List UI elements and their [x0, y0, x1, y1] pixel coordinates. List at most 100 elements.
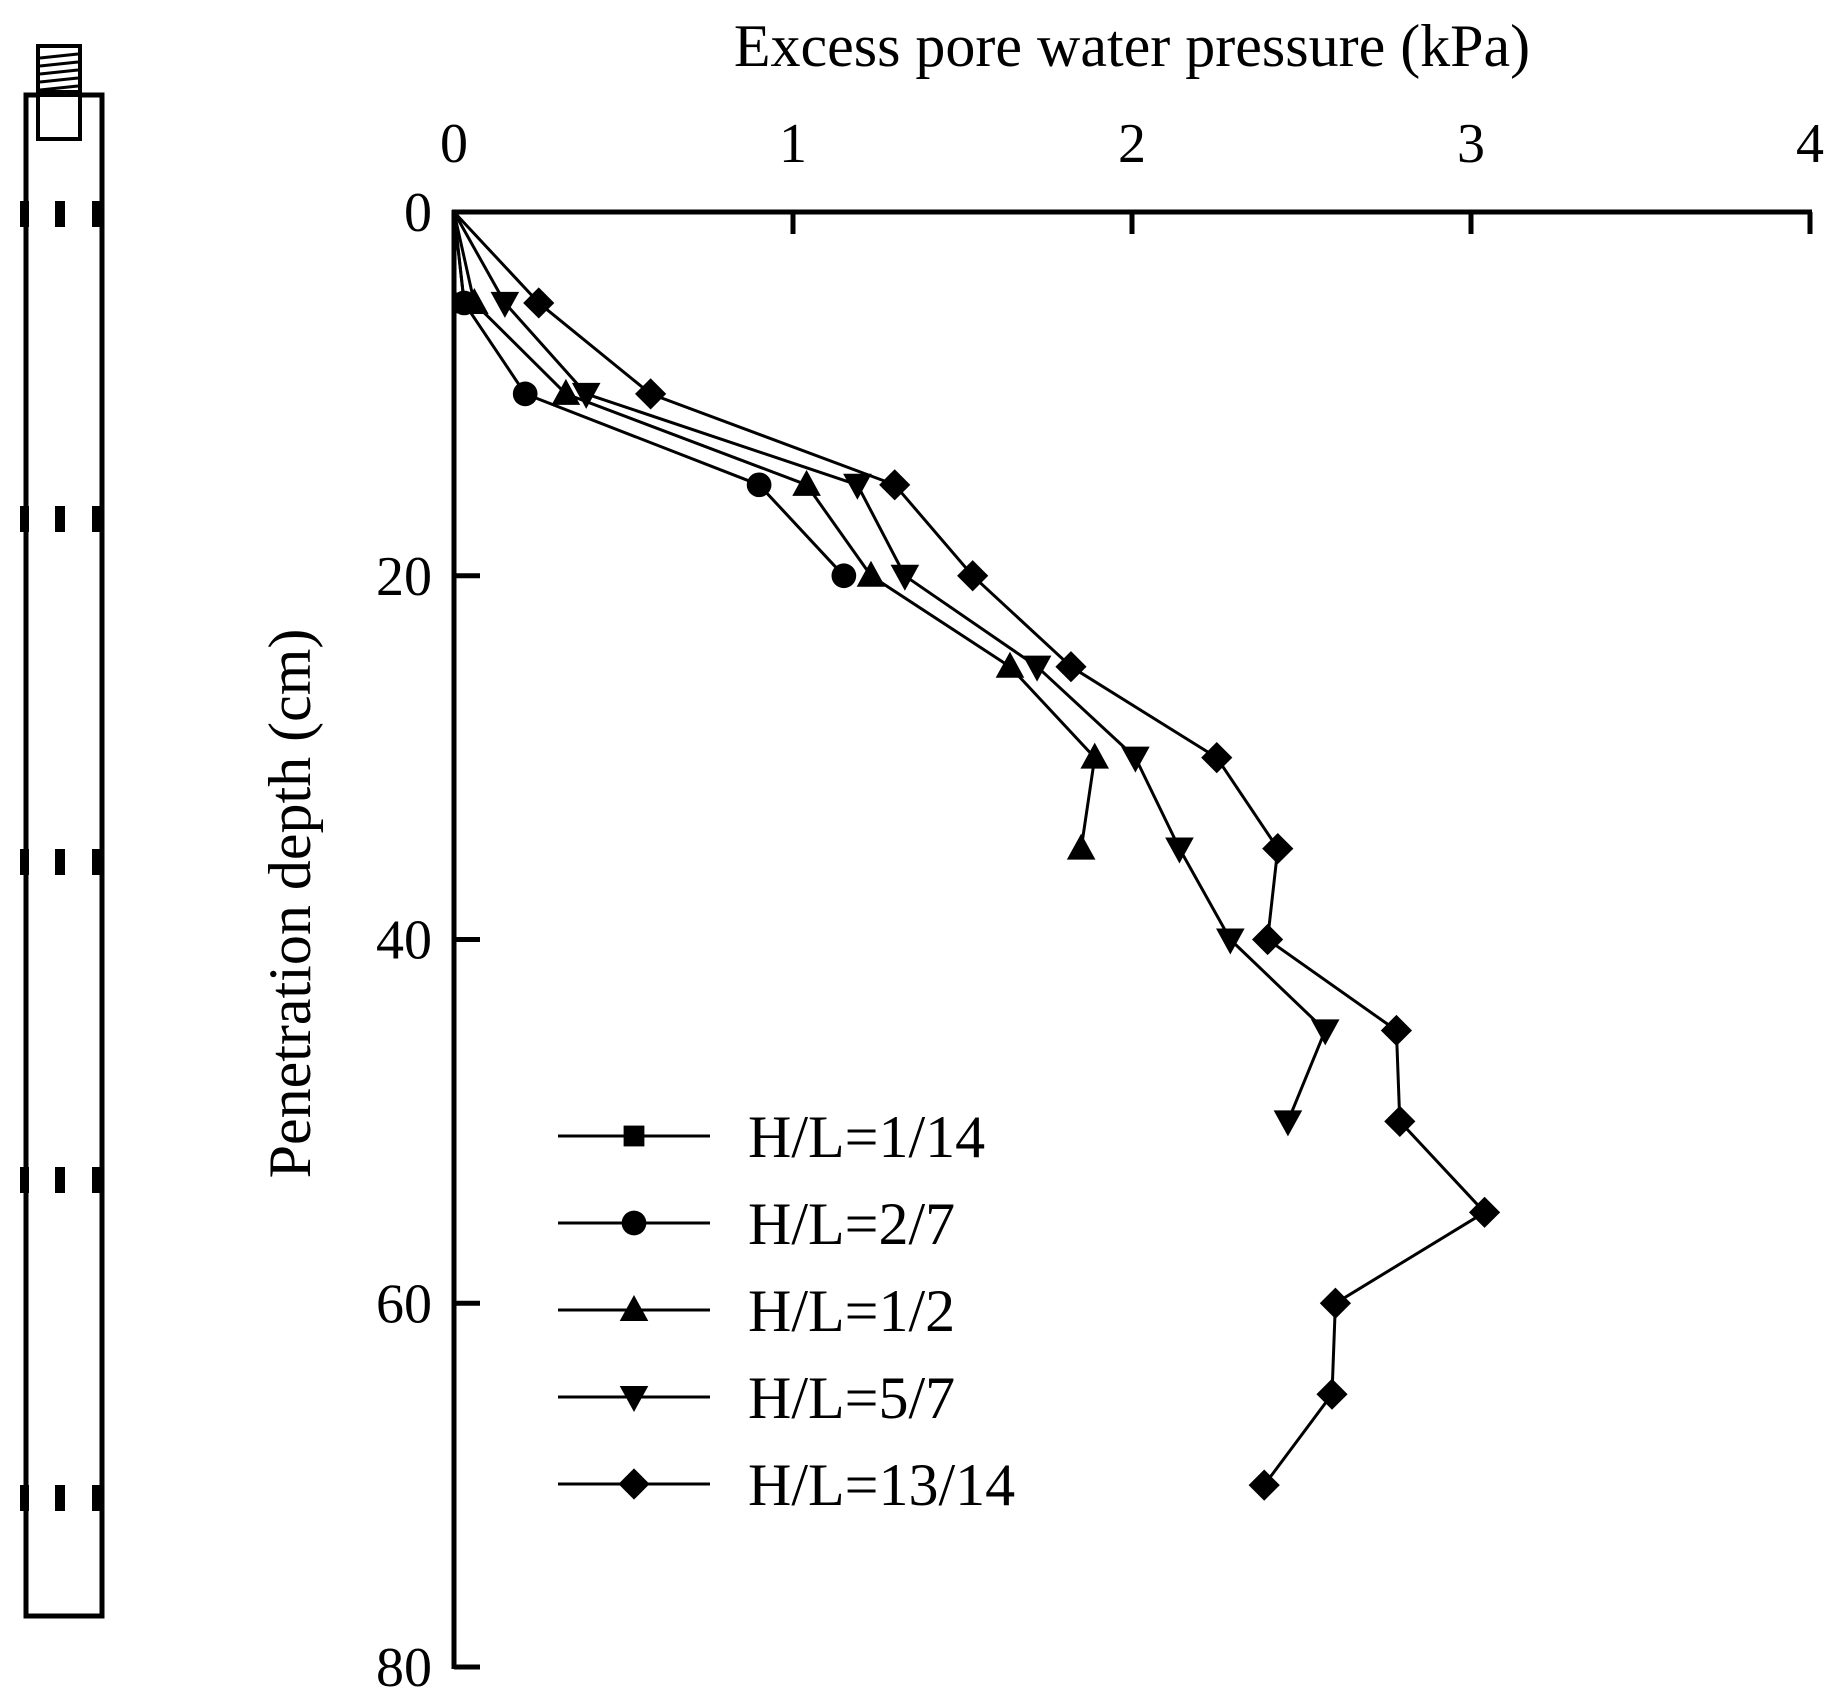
data-point: [1252, 923, 1284, 956]
series-line: [452, 211, 1097, 849]
x-axis-title: Excess pore water pressure (kPa): [734, 13, 1530, 79]
legend-marker: [618, 1468, 650, 1500]
data-point: [831, 563, 857, 589]
data-point: [1066, 833, 1096, 860]
probe-port: [92, 849, 101, 875]
series-2: [451, 211, 857, 589]
data-point: [1319, 1287, 1351, 1319]
x-tick-label: 0: [440, 113, 468, 175]
legend-label: H/L=13/14: [748, 1452, 1015, 1518]
data-point: [890, 564, 920, 591]
x-tick-label: 2: [1118, 113, 1146, 175]
legend: H/L=1/14 H/L=2/7 H/L=1/2 H/L=5/7 H/L=13/14: [558, 1104, 1015, 1518]
legend-entry: H/L=2/7: [558, 1191, 955, 1257]
probe-cap-hatch: [39, 60, 79, 68]
data-point: [1273, 1110, 1303, 1137]
y-tick-label: 40: [376, 910, 432, 972]
data-point: [490, 291, 520, 318]
series-line: [452, 211, 1327, 1122]
probe-port: [20, 201, 29, 227]
series-5: [452, 210, 1501, 1501]
y-tick-label: 20: [376, 546, 432, 608]
series-4: [452, 211, 1340, 1137]
probe-port: [55, 849, 65, 875]
data-point: [1262, 832, 1294, 865]
data-point: [1080, 742, 1110, 769]
probe-port: [55, 506, 65, 532]
legend-marker: [619, 1295, 649, 1322]
y-tick-label: 60: [376, 1273, 432, 1335]
probe-port-row: [20, 1485, 101, 1511]
probe-port: [20, 849, 29, 875]
probe-port: [20, 1167, 29, 1193]
probe-port: [92, 1167, 101, 1193]
data-point: [523, 287, 555, 319]
data-point: [1316, 1378, 1348, 1410]
legend-label: H/L=1/2: [748, 1278, 955, 1344]
legend-entry: H/L=5/7: [558, 1365, 955, 1431]
y-ticks: 0 20 40 60 80: [376, 182, 480, 1699]
probe-head: [36, 93, 82, 141]
legend-entry: H/L=1/2: [558, 1278, 955, 1344]
data-point: [1055, 651, 1087, 683]
probe-port: [55, 1485, 65, 1511]
data-point: [995, 651, 1025, 678]
data-point: [1022, 655, 1052, 682]
probe-cap-hatch: [39, 84, 79, 92]
axes: 0 1 2 3 4 0 20 40 60 80 Excess pore water pressu…: [257, 13, 1824, 1699]
probe-port-row: [20, 201, 101, 227]
data-point: [571, 382, 601, 409]
legend-marker: [621, 1210, 647, 1236]
y-tick-label: 80: [376, 1637, 432, 1699]
data-point: [512, 381, 538, 407]
data-point: [1310, 1019, 1340, 1046]
y-axis-title: Penetration depth (cm): [257, 629, 323, 1179]
legend-label: H/L=1/14: [748, 1104, 985, 1170]
data-point: [856, 560, 886, 587]
series-3: [452, 211, 1110, 860]
x-tick-label: 4: [1796, 113, 1824, 175]
legend-label: H/L=5/7: [748, 1365, 955, 1431]
data-point: [551, 378, 581, 405]
data-point: [1216, 928, 1245, 955]
data-point: [957, 560, 989, 592]
data-point: [1165, 837, 1194, 864]
x-ticks: 0 1 2 3 4: [440, 113, 1824, 234]
data-point: [1121, 746, 1150, 773]
probe-diagram: [20, 44, 105, 1619]
probe-cap: [36, 44, 82, 94]
data-point: [746, 472, 772, 498]
probe-port-row: [20, 849, 101, 875]
probe-port-row: [20, 506, 101, 532]
plot-area: [451, 210, 1501, 1501]
legend-entry: H/L=13/14: [558, 1452, 1015, 1518]
data-point: [843, 473, 872, 500]
probe-port: [55, 201, 65, 227]
legend-marker: [619, 1385, 649, 1412]
probe-cap-hatch: [39, 68, 79, 76]
data-point: [1380, 1014, 1413, 1047]
data-point: [1201, 742, 1233, 774]
probe-port-row: [20, 1167, 101, 1193]
data-point: [792, 469, 821, 496]
probe-port: [20, 506, 29, 532]
x-tick-label: 3: [1457, 113, 1485, 175]
probe-port: [92, 201, 101, 227]
data-point: [635, 378, 667, 410]
y-tick-label: 0: [404, 182, 432, 244]
data-point: [879, 469, 911, 501]
x-tick-label: 1: [779, 113, 807, 175]
legend-entry: H/L=1/14: [558, 1104, 985, 1170]
probe-port: [55, 1167, 65, 1193]
data-point: [460, 287, 489, 314]
legend-marker: [623, 1125, 645, 1147]
probe-port: [20, 1485, 29, 1511]
probe-port: [92, 506, 101, 532]
data-point: [1468, 1196, 1501, 1228]
probe-port: [92, 1485, 101, 1511]
legend-label: H/L=2/7: [748, 1191, 955, 1257]
data-point: [1248, 1469, 1280, 1501]
probe-cap-hatch: [39, 76, 79, 84]
probe-cap-hatch: [39, 52, 79, 60]
